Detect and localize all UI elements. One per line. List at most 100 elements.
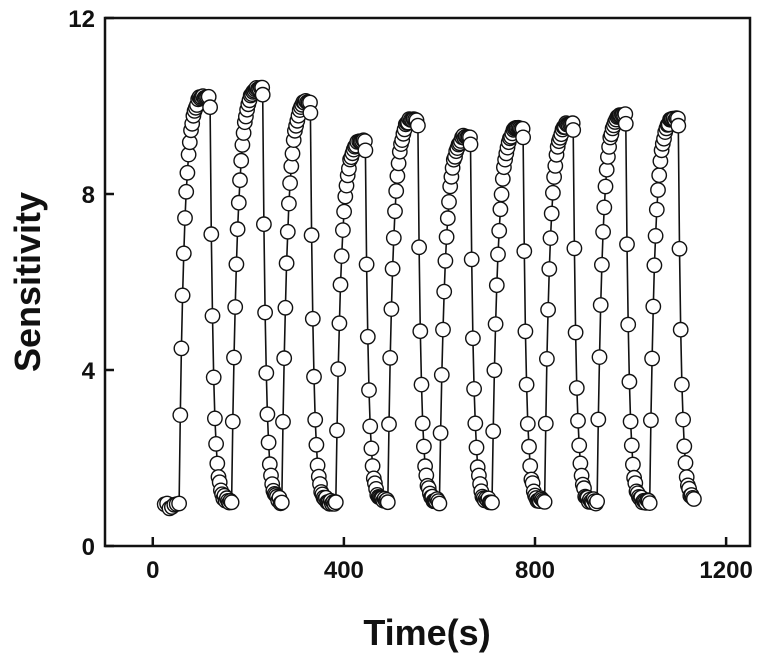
data-point [204,307,221,324]
data-point [433,366,450,383]
data-point [468,439,485,456]
data-point [594,256,610,273]
data-point [466,380,482,397]
y-tick-label: 12 [68,6,95,33]
data-point [672,321,689,338]
data-point [331,315,348,332]
x-tick-label: 800 [515,557,555,584]
data-point [223,494,240,511]
data-point [431,495,448,512]
data-point [484,494,500,511]
data-point [493,186,510,203]
data-point [179,164,196,181]
data-point [485,423,502,440]
data-point [621,373,638,390]
data-point [620,316,637,333]
axis-ticks [105,16,728,548]
data-point [359,328,376,345]
data-point [539,350,555,367]
data-point [284,145,301,162]
data-point [439,210,456,227]
data-point [280,195,297,212]
data-point [302,105,319,121]
data-point [279,223,296,240]
data-point [625,456,641,473]
plot-frame [103,16,752,548]
data-point [303,227,320,244]
data-point [277,299,294,316]
y-tick-label: 4 [82,358,96,385]
data-point [438,229,455,245]
data-point [171,495,188,512]
data-point [203,226,220,243]
data-point [357,142,374,159]
data-point [675,411,691,428]
data-point [518,376,535,393]
data-point [226,349,242,366]
data-point [412,323,429,340]
data-point [643,412,659,429]
data-point [175,245,192,262]
data-point [385,229,402,246]
data-point [413,376,430,393]
data-point [233,152,250,169]
data-point [568,380,585,396]
data-point [330,361,347,377]
data-point [676,438,693,455]
data-point [543,205,560,222]
data-point [275,413,291,430]
data-point [491,222,508,239]
data-point [307,411,324,428]
data-point [172,407,189,423]
data-point [463,251,480,268]
data-point [205,369,222,386]
data-point [333,248,350,265]
data-point [595,223,611,240]
data-point [540,301,556,318]
data-point [332,276,349,293]
data-point [566,240,583,257]
data-point [536,493,553,510]
data-point [437,252,454,269]
y-tick-label: 0 [82,534,95,561]
data-point [670,117,687,134]
data-point [304,310,321,327]
data-point [467,415,484,432]
data-point [414,415,431,432]
data-point [517,323,534,340]
data-point [488,277,505,294]
data-point [276,350,293,367]
data-point [515,129,531,146]
data-point [384,260,401,277]
data-point [519,415,536,432]
data-point [623,437,640,454]
data-point [522,458,539,474]
data-point [363,440,380,457]
data-point [537,415,554,432]
data-point [260,434,277,451]
data-point [619,236,635,253]
data-point [436,283,453,300]
y-tick-label: 8 [82,182,95,209]
data-point [230,194,247,211]
x-tick-label: 0 [146,557,159,584]
data-point [646,257,663,274]
data-point [597,178,614,195]
data-point [409,117,426,134]
data-point [644,350,660,367]
sensitivity-series [156,79,702,517]
data-point [415,438,432,455]
data-point [622,413,639,430]
data-point [589,493,605,510]
data-point [641,495,658,511]
data-point [432,425,449,441]
data-point [224,413,241,430]
data-point [686,491,702,507]
x-tick-label: 1200 [699,557,752,584]
data-point [259,406,276,423]
data-point [379,494,396,511]
data-point [567,324,584,341]
data-point [383,301,400,317]
data-point [232,172,248,189]
